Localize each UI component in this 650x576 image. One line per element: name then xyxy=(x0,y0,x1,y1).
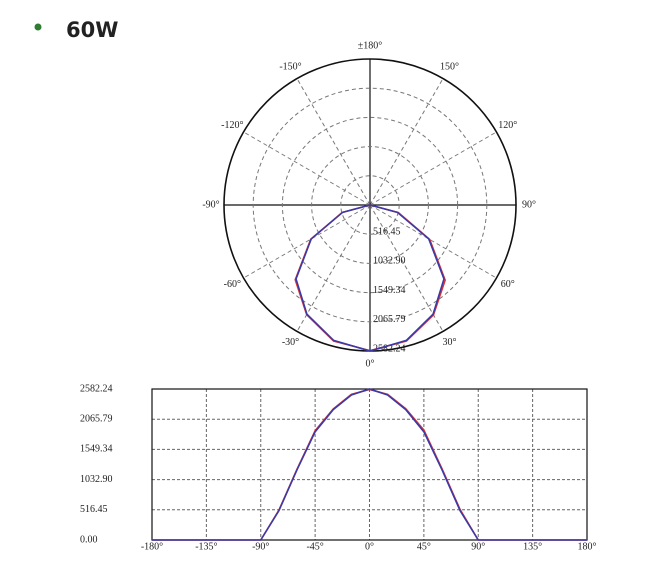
angle-label: 150° xyxy=(440,62,459,73)
angle-label: -150° xyxy=(279,62,301,73)
y-tick-label: 2065.79 xyxy=(80,413,113,424)
angle-label: 90° xyxy=(522,199,536,210)
y-tick-label: 0.00 xyxy=(80,534,98,545)
angle-label: 60° xyxy=(501,279,515,290)
y-tick-label: 1549.34 xyxy=(80,444,113,455)
radial-tick-label: 2582.24 xyxy=(373,343,406,354)
angle-label: -90° xyxy=(202,199,219,210)
angle-label: 120° xyxy=(498,120,517,131)
x-tick-label: -90° xyxy=(252,541,269,552)
x-tick-label: 180° xyxy=(578,541,597,552)
radial-tick-label: 1549.34 xyxy=(373,285,406,296)
ring-grid-line xyxy=(311,146,429,264)
line-series xyxy=(152,388,587,541)
x-tick-label: -45° xyxy=(306,541,323,552)
x-tick-label: 0° xyxy=(365,541,374,552)
ring-grid-line xyxy=(281,116,459,294)
bullet xyxy=(34,23,42,31)
angle-label: 0° xyxy=(366,358,375,369)
spoke-grid-line xyxy=(296,78,371,206)
angle-label: -60° xyxy=(224,279,241,290)
spoke-grid-line xyxy=(369,131,497,206)
spoke-grid-line xyxy=(369,204,497,279)
spoke-grid-line xyxy=(243,204,371,279)
y-tick-label: 2582.24 xyxy=(80,383,113,394)
radial-tick-label: 516.45 xyxy=(373,226,401,237)
angle-label: -120° xyxy=(221,120,243,131)
angle-label: 30° xyxy=(443,337,457,348)
spoke-grid-line xyxy=(243,131,371,206)
x-tick-label: 90° xyxy=(471,541,485,552)
radial-tick-label: 2065.79 xyxy=(373,314,406,325)
x-tick-label: -180° xyxy=(141,541,163,552)
polar-curve xyxy=(295,204,445,352)
radial-tick-label: 1032.90 xyxy=(373,256,406,267)
spoke-grid-line xyxy=(369,78,444,206)
ring-grid-line xyxy=(340,175,400,235)
x-tick-label: 135° xyxy=(523,541,542,552)
spoke-grid-line xyxy=(296,204,371,332)
angle-label: -30° xyxy=(282,337,299,348)
ring-grid-line xyxy=(252,87,488,323)
y-tick-label: 1032.90 xyxy=(80,474,113,485)
spoke-grid-line xyxy=(369,204,444,332)
x-tick-label: 45° xyxy=(417,541,431,552)
angle-label: ±180° xyxy=(358,40,383,51)
header-title: 60W xyxy=(66,18,118,42)
y-tick-label: 516.45 xyxy=(80,504,108,515)
x-tick-label: -135° xyxy=(195,541,217,552)
